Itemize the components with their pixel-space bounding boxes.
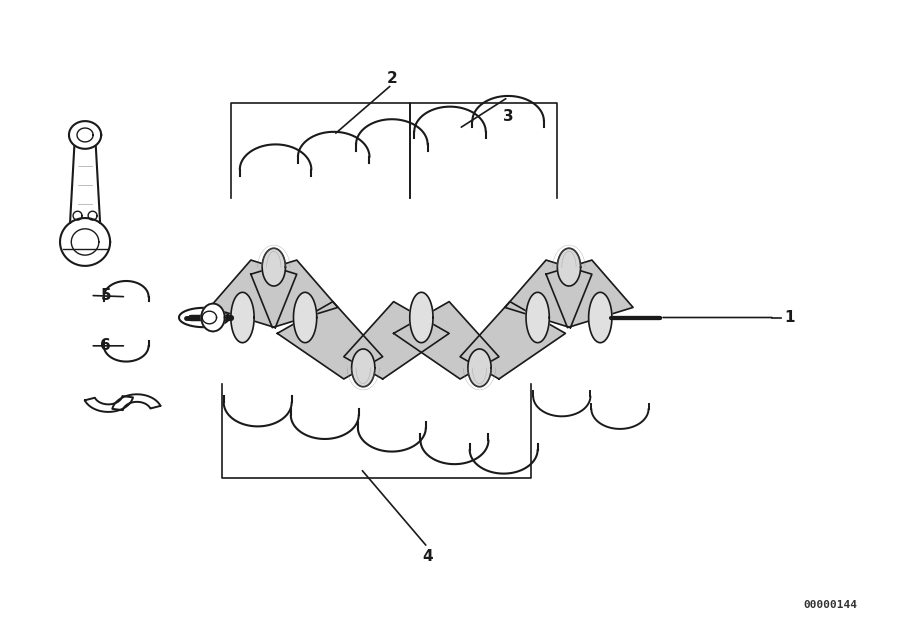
Polygon shape xyxy=(277,302,382,379)
Polygon shape xyxy=(352,349,375,387)
Polygon shape xyxy=(393,302,499,379)
Polygon shape xyxy=(202,304,225,331)
Text: 00000144: 00000144 xyxy=(803,600,857,610)
Text: 3: 3 xyxy=(503,109,514,124)
Polygon shape xyxy=(589,292,612,343)
Text: 4: 4 xyxy=(422,549,433,564)
Polygon shape xyxy=(526,292,549,343)
Polygon shape xyxy=(460,302,565,379)
Polygon shape xyxy=(468,349,491,387)
Text: 5: 5 xyxy=(100,288,111,303)
Text: 6: 6 xyxy=(100,338,111,353)
Text: 1: 1 xyxy=(785,310,795,325)
Polygon shape xyxy=(557,248,580,286)
Polygon shape xyxy=(231,292,254,343)
Polygon shape xyxy=(293,292,317,343)
Polygon shape xyxy=(546,260,633,328)
Polygon shape xyxy=(410,292,433,343)
Polygon shape xyxy=(505,260,592,328)
Polygon shape xyxy=(251,260,338,328)
Polygon shape xyxy=(344,302,449,379)
Polygon shape xyxy=(262,248,285,286)
Polygon shape xyxy=(210,260,297,328)
Text: 2: 2 xyxy=(386,71,397,86)
Polygon shape xyxy=(202,304,225,331)
